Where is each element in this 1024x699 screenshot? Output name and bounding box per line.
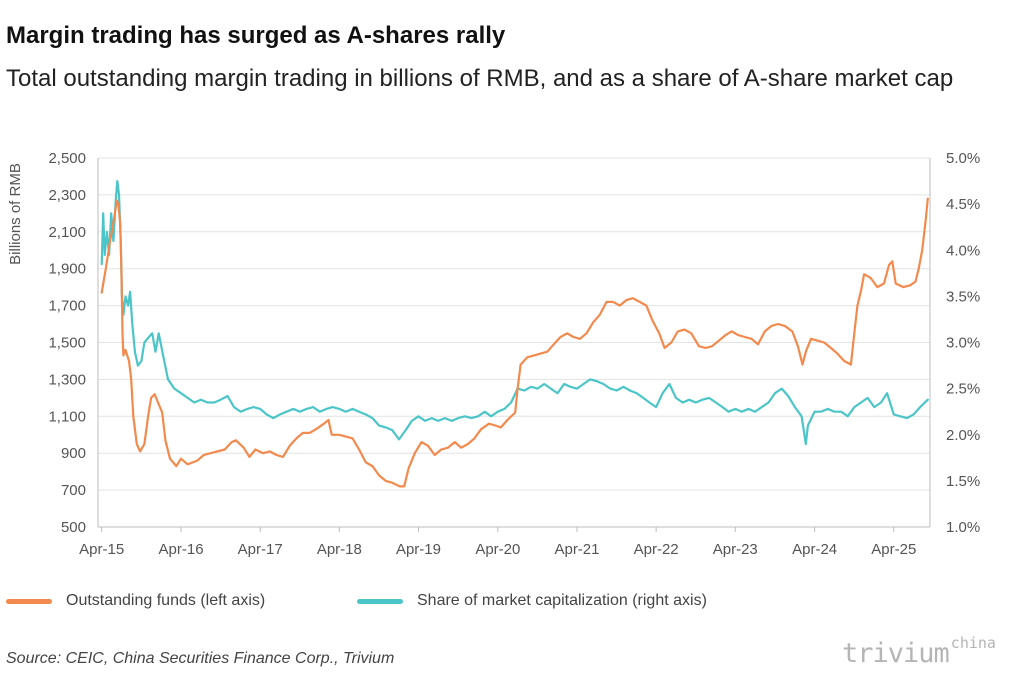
x-axis-ticks: Apr-15 Apr-16 Apr-17 Apr-18 Apr-19 Apr-20 Apr-…	[79, 527, 916, 558]
x-tick-label: Apr-16	[159, 541, 204, 558]
right-tick-label: 1.0%	[946, 519, 980, 536]
right-tick-label: 1.5%	[946, 473, 980, 490]
left-tick-label: 2,500	[48, 150, 86, 167]
x-tick-label: Apr-19	[396, 541, 441, 558]
left-tick-label: 1,500	[48, 335, 86, 352]
legend-swatch-share	[357, 598, 403, 604]
trivium-china-logo: trivium china	[842, 634, 996, 669]
right-tick-label: 4.0%	[946, 242, 980, 259]
outstanding-funds-line	[100, 197, 929, 488]
chart-subtitle: Total outstanding margin trading in bill…	[6, 65, 954, 92]
logo-superscript: china	[950, 634, 996, 652]
right-tick-label: 4.5%	[946, 196, 980, 213]
right-tick-label: 2.5%	[946, 381, 980, 398]
legend-item-funds: Outstanding funds (left axis)	[6, 592, 265, 610]
right-tick-label: 5.0%	[946, 150, 980, 167]
margin-trading-chart: 500 700 900 1,100 1,300 1,500 1,700 1,900 2,100 2…	[7, 150, 980, 558]
source-note: Source: CEIC, China Securities Finance C…	[6, 650, 395, 667]
x-tick-label: Apr-15	[79, 541, 124, 558]
legend-label-funds: Outstanding funds (left axis)	[66, 592, 266, 609]
left-tick-label: 2,100	[48, 224, 86, 241]
logo-text: trivium	[842, 638, 950, 669]
left-tick-label: 1,100	[48, 408, 86, 425]
left-axis-ticks: 500 700 900 1,100 1,300 1,500 1,700 1,900 2,100 2…	[48, 150, 86, 536]
left-axis-title: Billions of RMB	[7, 163, 24, 265]
left-tick-label: 1,700	[48, 298, 86, 315]
left-tick-label: 500	[61, 519, 86, 536]
legend-item-share: Share of market capitalization (right ax…	[357, 592, 707, 610]
left-tick-label: 2,300	[48, 187, 86, 204]
x-tick-label: Apr-20	[475, 541, 520, 558]
series-lines	[100, 180, 929, 488]
x-tick-label: Apr-22	[634, 541, 679, 558]
legend-label-share: Share of market capitalization (right ax…	[417, 592, 707, 609]
x-tick-label: Apr-21	[554, 541, 599, 558]
left-tick-label: 1,900	[48, 261, 86, 278]
left-tick-label: 900	[61, 445, 86, 462]
x-tick-label: Apr-18	[317, 541, 362, 558]
left-tick-label: 1,300	[48, 371, 86, 388]
left-tick-label: 700	[61, 482, 86, 499]
x-tick-label: Apr-24	[792, 541, 837, 558]
chart-title: Margin trading has surged as A-shares ra…	[6, 22, 506, 49]
right-tick-label: 3.5%	[946, 288, 980, 305]
right-tick-label: 3.0%	[946, 335, 980, 352]
x-tick-label: Apr-23	[713, 541, 758, 558]
right-axis-ticks: 1.0% 1.5% 2.0% 2.5% 3.0% 3.5% 4.0% 4.5% 5.0%	[946, 150, 980, 536]
x-tick-label: Apr-25	[871, 541, 916, 558]
market-cap-share-line	[100, 180, 929, 446]
legend-swatch-funds	[6, 598, 52, 604]
x-tick-label: Apr-17	[238, 541, 283, 558]
right-tick-label: 2.0%	[946, 427, 980, 444]
gridlines	[97, 157, 931, 528]
